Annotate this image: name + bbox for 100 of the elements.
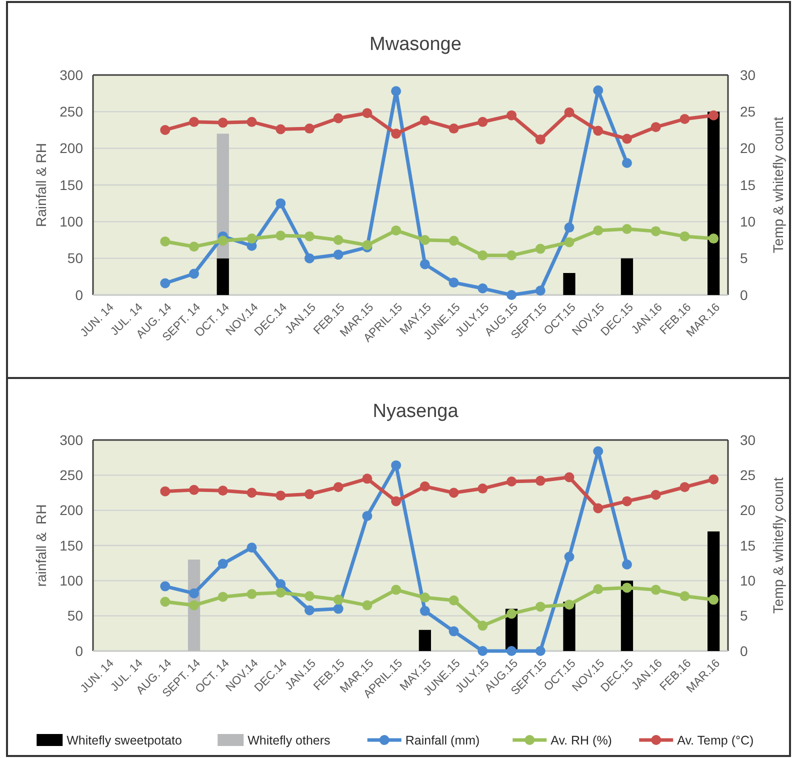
point <box>420 481 430 492</box>
point <box>276 490 286 501</box>
bar <box>708 112 720 295</box>
point <box>650 490 661 500</box>
y-tick-label: 250 <box>60 467 84 484</box>
point <box>708 594 719 605</box>
point <box>564 472 574 482</box>
legend-label: Av. Temp (°C) <box>677 733 754 748</box>
point <box>160 236 170 246</box>
point <box>246 589 257 600</box>
point <box>448 124 459 134</box>
bar <box>620 258 634 295</box>
point <box>448 236 459 246</box>
point <box>160 581 170 592</box>
point <box>246 542 257 553</box>
point <box>622 496 632 506</box>
point <box>304 231 314 242</box>
bar <box>708 531 720 651</box>
point <box>333 604 344 614</box>
point <box>246 116 257 127</box>
point <box>218 558 228 569</box>
y-tick-label: 300 <box>60 66 84 83</box>
y-tick-label: 150 <box>60 176 84 193</box>
point <box>535 602 546 612</box>
point <box>420 606 430 616</box>
point <box>564 600 574 610</box>
point <box>218 236 228 246</box>
y2-tick-label: 25 <box>740 104 756 120</box>
point <box>304 591 314 602</box>
point <box>333 235 344 245</box>
point <box>160 596 170 607</box>
bar <box>216 258 229 295</box>
point <box>189 600 200 610</box>
point <box>680 231 690 242</box>
point <box>506 476 517 486</box>
point <box>708 234 719 244</box>
y-axis-title: rainfall & RH <box>33 504 49 587</box>
point <box>362 108 372 118</box>
point <box>420 592 430 603</box>
point <box>304 489 314 500</box>
point <box>478 484 488 494</box>
point <box>535 134 546 145</box>
bar <box>216 134 229 258</box>
bar <box>563 273 576 295</box>
y2-tick-label: 30 <box>740 66 756 83</box>
point <box>448 626 459 636</box>
point <box>593 85 604 96</box>
y-tick-label: 150 <box>60 537 84 554</box>
point <box>304 124 314 134</box>
y2-tick-label: 30 <box>740 432 756 448</box>
point <box>246 488 257 498</box>
y-tick-label: 100 <box>60 214 84 230</box>
point <box>276 588 286 598</box>
point <box>564 222 574 233</box>
point <box>593 503 604 514</box>
y2-tick-label: 0 <box>740 286 748 303</box>
point <box>535 646 546 656</box>
point <box>304 253 314 264</box>
point <box>160 125 170 135</box>
point <box>593 584 604 594</box>
point <box>276 230 286 241</box>
y2-tick-label: 20 <box>740 502 756 518</box>
point <box>506 608 517 619</box>
point <box>535 244 546 254</box>
point <box>593 126 604 136</box>
point <box>650 122 661 132</box>
chart-title: Mwasonge <box>370 34 462 55</box>
point <box>391 128 402 139</box>
point <box>506 110 517 120</box>
y-tick-label: 250 <box>60 104 84 120</box>
point <box>391 460 402 470</box>
point <box>218 486 228 496</box>
point <box>478 283 488 294</box>
y2-tick-label: 10 <box>740 572 756 589</box>
point <box>391 496 402 506</box>
point <box>622 582 632 593</box>
point <box>593 225 604 236</box>
y-tick-label: 100 <box>60 572 84 589</box>
point <box>362 474 372 484</box>
point <box>333 482 344 492</box>
point <box>333 250 344 260</box>
point <box>189 268 200 279</box>
point <box>448 278 459 288</box>
y-tick-label: 0 <box>75 642 84 659</box>
legend-label: Rainfall (mm) <box>405 733 480 748</box>
y2-tick-label: 25 <box>740 467 756 484</box>
y-tick-label: 0 <box>75 286 84 303</box>
point <box>276 124 286 134</box>
point <box>622 158 632 168</box>
point <box>333 113 344 124</box>
y-tick-label: 300 <box>60 432 84 448</box>
point <box>218 592 228 602</box>
bar <box>418 630 431 651</box>
point <box>593 446 604 456</box>
point <box>420 259 430 270</box>
y2-tick-label: 10 <box>740 214 756 230</box>
legend-label: Whitefly others <box>248 733 330 748</box>
point <box>218 118 228 128</box>
point <box>160 486 170 496</box>
point <box>650 584 661 595</box>
